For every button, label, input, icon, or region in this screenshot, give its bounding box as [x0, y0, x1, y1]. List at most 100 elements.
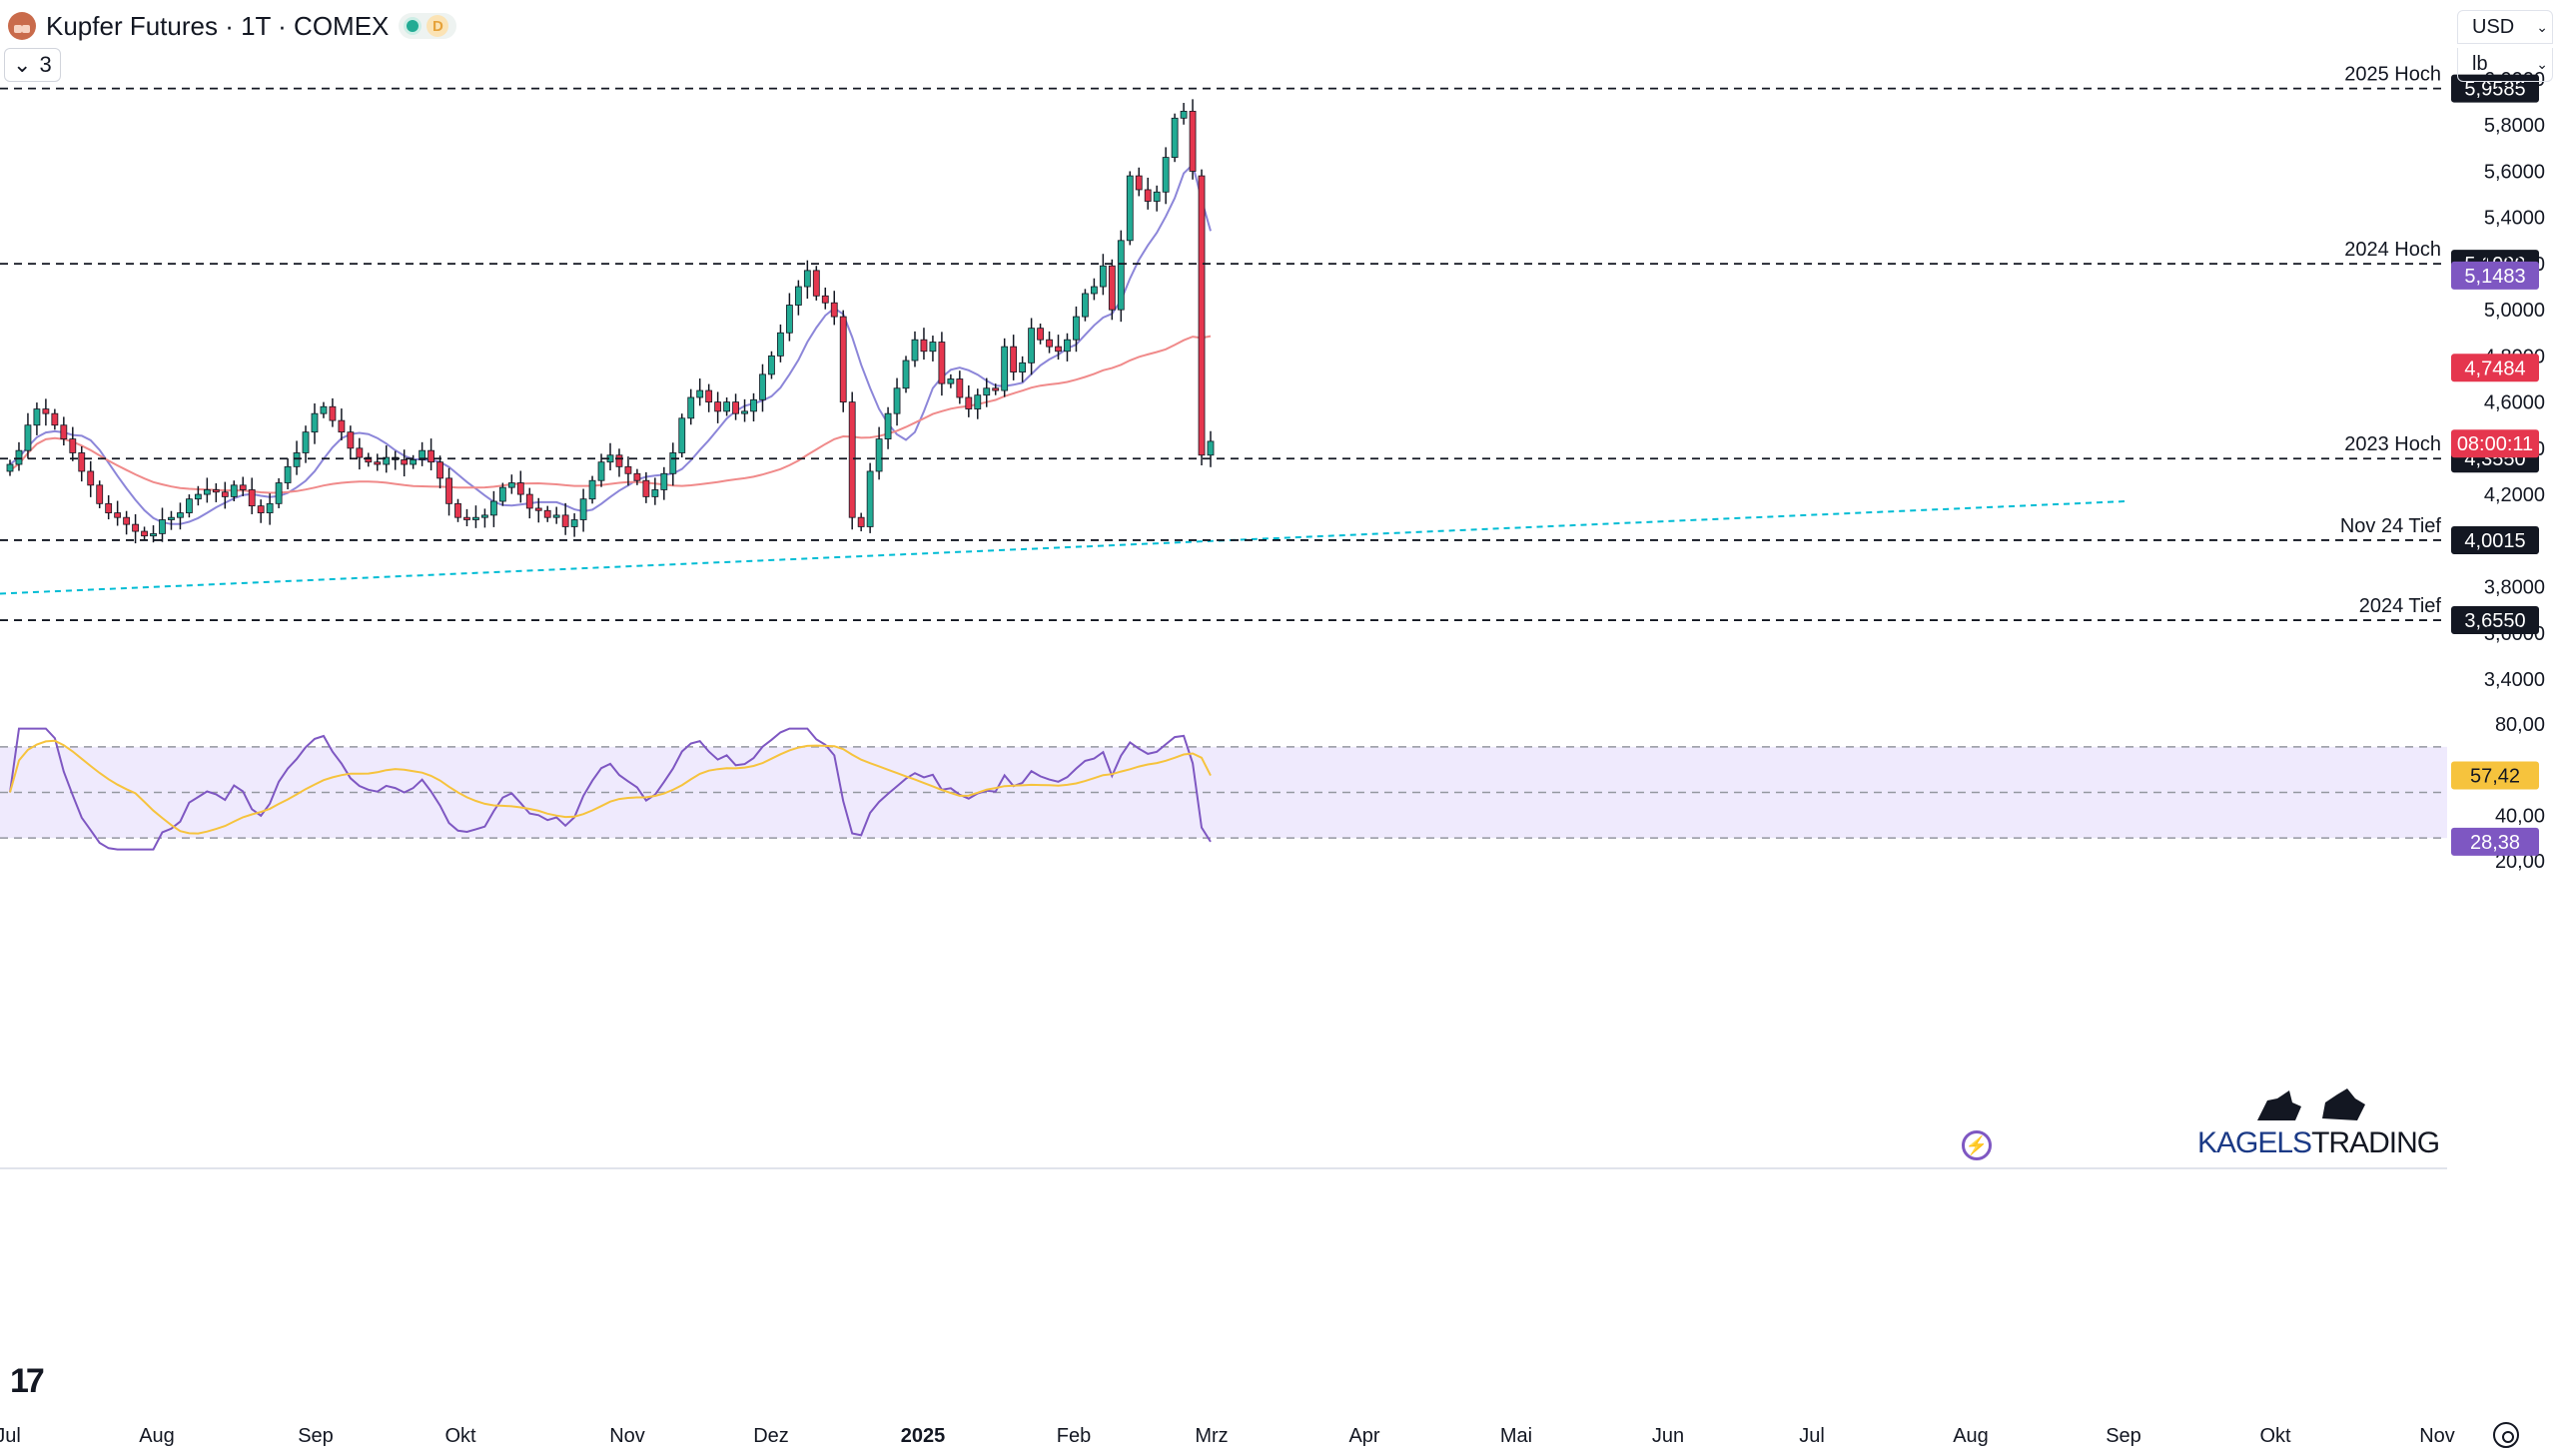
candle-body — [69, 438, 77, 453]
price-tick-label: 3,4000 — [2484, 669, 2545, 691]
candle-body — [965, 396, 973, 409]
candle — [114, 500, 122, 526]
candle-body — [401, 459, 409, 465]
candle-body — [768, 355, 775, 375]
candle-body — [1126, 175, 1134, 242]
candle — [1180, 103, 1188, 125]
candle — [498, 482, 506, 506]
candle — [320, 401, 328, 418]
candle — [78, 445, 86, 482]
rsi-value-tag — [2451, 761, 2539, 790]
candle — [848, 391, 856, 530]
candle — [561, 502, 569, 535]
candle-body — [857, 516, 865, 527]
candle-body — [507, 482, 515, 488]
candle — [239, 476, 247, 496]
candle-body — [705, 389, 713, 403]
tradingview-logo-icon[interactable]: 17 — [10, 1362, 45, 1400]
gear-icon[interactable] — [2493, 1422, 2519, 1448]
candle — [687, 388, 695, 425]
candle-body — [1162, 157, 1170, 193]
candle — [150, 525, 157, 543]
currency-select[interactable]: USD ⌄ — [2457, 10, 2553, 44]
candle — [311, 403, 319, 444]
candle — [284, 458, 292, 489]
chevron-down-icon: ⌄ — [13, 52, 32, 77]
candle-body — [929, 342, 937, 353]
candle — [463, 508, 470, 526]
candle — [69, 426, 77, 461]
candle — [821, 287, 829, 310]
candle — [1082, 289, 1089, 322]
candle — [552, 506, 560, 524]
candle-body — [481, 514, 488, 518]
price-tick-label: 5,4000 — [2484, 208, 2545, 230]
candle-body — [266, 502, 274, 513]
candle — [1189, 99, 1197, 180]
rsi-tick-label: 20,00 — [2495, 851, 2545, 873]
candles[interactable] — [6, 99, 1215, 544]
candle — [741, 398, 748, 422]
candle — [1162, 147, 1170, 205]
trendline[interactable] — [0, 500, 2127, 595]
candle-body — [1073, 316, 1080, 341]
rsi-band — [0, 746, 2447, 839]
candle — [956, 370, 964, 404]
candle-body — [588, 479, 596, 500]
candle-body — [221, 491, 229, 497]
level-label: Nov 24 Tief — [2340, 515, 2442, 537]
candle — [168, 510, 175, 530]
symbol-title[interactable]: Kupfer Futures · 1T · COMEX — [46, 10, 390, 41]
currency-value: USD — [2472, 15, 2515, 38]
candle — [275, 477, 283, 508]
candle-body — [329, 405, 337, 421]
candle — [902, 356, 910, 393]
time-tick-label: Apr — [1348, 1425, 1379, 1447]
indicators-toggle-button[interactable]: ⌄ 3 — [4, 48, 61, 82]
candle-body — [132, 523, 139, 532]
ma-fast-line — [9, 162, 1212, 525]
level-price-tag — [2451, 606, 2539, 635]
candle-body — [1144, 189, 1152, 202]
candle — [383, 445, 391, 473]
candle — [132, 513, 139, 544]
candle-body — [561, 514, 569, 527]
candle-body — [624, 465, 632, 474]
candle — [177, 502, 184, 530]
candle-body — [24, 424, 32, 451]
candle — [87, 460, 95, 497]
candle — [678, 413, 686, 458]
candle — [1019, 356, 1027, 382]
candle — [33, 402, 41, 435]
candle-body — [830, 302, 838, 318]
candle-body — [741, 410, 748, 414]
candle — [786, 293, 793, 342]
candle — [830, 291, 838, 326]
unit-select[interactable]: lb ⌄ — [2457, 48, 2553, 82]
time-tick-label: Mai — [1500, 1425, 1532, 1447]
price-tag — [2451, 429, 2539, 458]
candle — [24, 412, 32, 459]
candle — [401, 449, 409, 477]
candle — [410, 454, 418, 469]
lightning-icon[interactable]: ⚡ — [1962, 1130, 1992, 1160]
candle-body — [60, 424, 68, 440]
candle-body — [534, 507, 542, 511]
candle-body — [186, 498, 193, 513]
level-price-tag — [2451, 525, 2539, 554]
candle-body — [1064, 339, 1071, 353]
candle — [1135, 167, 1143, 197]
level-label: 2024 Tief — [2359, 595, 2442, 617]
chevron-down-icon: ⌄ — [2536, 56, 2548, 72]
candle-body — [1180, 110, 1188, 119]
rsi-tick-label: 80,00 — [2495, 714, 2545, 736]
candle — [992, 383, 1000, 395]
symbol-header[interactable]: Kupfer Futures · 1T · COMEX D — [8, 10, 457, 42]
candle-body — [866, 470, 874, 527]
candle — [525, 487, 533, 519]
time-tick-label: 2025 — [901, 1425, 946, 1447]
market-status[interactable]: D — [399, 13, 457, 39]
candle — [6, 459, 14, 476]
